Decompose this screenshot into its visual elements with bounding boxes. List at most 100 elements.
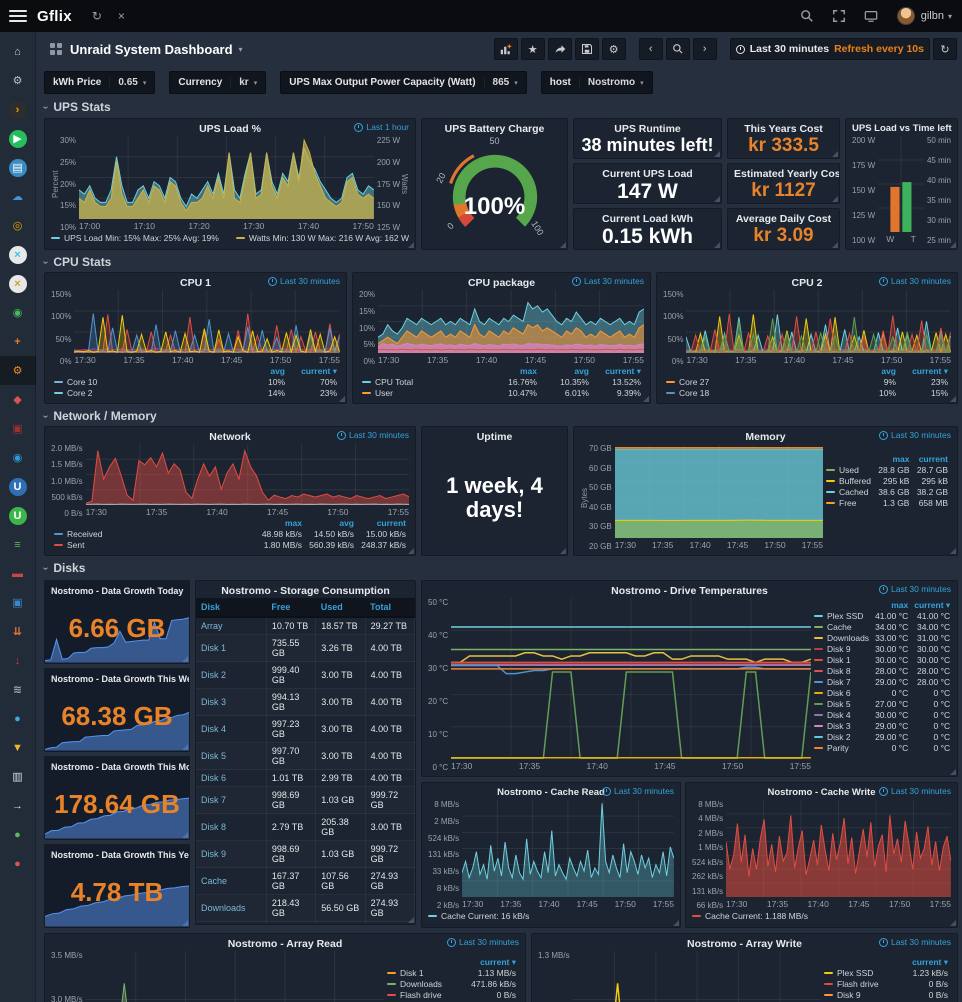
legend-column-header[interactable]: avg xyxy=(270,366,285,376)
app-icon-bars[interactable]: ▬ xyxy=(0,559,36,588)
legend-column-header[interactable]: current ▾ xyxy=(912,957,948,967)
app-icon-layers[interactable]: ≡ xyxy=(0,530,36,559)
legend-item[interactable]: UPS Load Min: 15% Max: 25% Avg: 19% xyxy=(51,232,219,245)
app-icon-blue-media[interactable]: ▤ xyxy=(0,153,36,182)
legend-row[interactable]: Disk 8 28.00 °C 28.00 °C xyxy=(811,666,951,677)
settings-gear-icon[interactable]: ⚙ xyxy=(0,66,36,95)
variable-host-value[interactable]: Nostromo ▾ xyxy=(578,77,652,88)
legend-column-header[interactable]: current ▾ xyxy=(605,366,641,376)
legend-row[interactable]: Sent 1.80 MB/s 560.39 kB/s 248.37 kB/s xyxy=(51,540,409,551)
legend-row[interactable]: Used 28.8 GB 28.7 GB xyxy=(823,465,951,476)
app-icon-green-u[interactable]: U xyxy=(0,501,36,530)
app-icon-deluge[interactable]: ⇊ xyxy=(0,617,36,646)
app-icon-sab[interactable]: ▼ xyxy=(0,733,36,762)
app-icon-droplet[interactable]: ● xyxy=(0,704,36,733)
panel-title[interactable]: Current Load kWh xyxy=(602,213,693,225)
app-icon-red-shield[interactable]: ◆ xyxy=(0,385,36,414)
app-icon-sonarr[interactable]: × xyxy=(0,269,36,298)
legend-row[interactable]: Disk 7 29.00 °C 28.00 °C xyxy=(811,677,951,688)
section-cpu-stats[interactable]: › CPU Stats xyxy=(40,255,112,269)
legend-column-header[interactable]: max xyxy=(519,366,537,376)
zoom-out-button[interactable] xyxy=(665,38,690,60)
panel-title[interactable]: UPS Load % xyxy=(199,123,261,135)
home-icon[interactable]: ⌂ xyxy=(0,37,36,66)
panel-time-range[interactable]: Last 30 minutes xyxy=(446,937,519,947)
add-panel-button[interactable] xyxy=(493,38,518,60)
cache-read-chart[interactable] xyxy=(462,800,674,897)
panel-time-range[interactable]: Last 30 minutes xyxy=(878,584,951,594)
legend-column-header[interactable]: avg xyxy=(881,366,896,376)
panel-title[interactable]: CPU package xyxy=(467,277,536,289)
legend-row[interactable]: Core 10 10% 70% xyxy=(51,377,340,388)
legend-row[interactable]: Flash drive 0 B/s xyxy=(384,990,519,1001)
legend-row[interactable]: Core 18 10% 15% xyxy=(663,388,951,399)
table-column-header[interactable]: Total xyxy=(365,598,415,618)
legend-column-header[interactable]: current ▾ xyxy=(914,600,951,610)
variable-currency-value[interactable]: kr ▾ xyxy=(230,77,265,88)
app-icon-github[interactable]: ● xyxy=(0,820,36,849)
legend-column-header[interactable]: current ▾ xyxy=(912,366,948,376)
cpu1-chart[interactable] xyxy=(74,290,340,353)
username[interactable]: gilbn xyxy=(920,10,944,22)
panel-title[interactable]: Estimated Yearly Cost xyxy=(734,168,840,180)
legend-row[interactable]: Disk 9 30.00 °C 30.00 °C xyxy=(811,644,951,655)
panel-time-range[interactable]: Last 30 minutes xyxy=(878,276,951,286)
legend-row[interactable]: Parity 0 °C 0 °C xyxy=(811,743,951,754)
panel-title[interactable]: This Years Cost xyxy=(744,123,823,135)
hamburger-menu-icon[interactable] xyxy=(9,10,27,22)
table-column-header[interactable]: Disk xyxy=(196,598,267,618)
refresh-dashboard-button[interactable]: ↻ xyxy=(933,38,957,60)
legend-column-header[interactable]: current xyxy=(918,454,948,464)
app-icon-cloud[interactable]: ☁ xyxy=(0,182,36,211)
share-button[interactable] xyxy=(547,38,572,60)
logout-icon[interactable]: → xyxy=(0,791,36,820)
legend-column-header[interactable]: avg xyxy=(339,518,354,528)
legend-row[interactable]: Cache 34.00 °C 34.00 °C xyxy=(811,622,951,633)
ups-load-chart[interactable] xyxy=(79,136,374,219)
save-button[interactable] xyxy=(574,38,599,60)
dashboard-title[interactable]: Unraid System Dashboard xyxy=(70,41,233,57)
array-write-chart[interactable] xyxy=(573,951,821,1002)
battery-gauge[interactable]: 0 20 50 100 100% xyxy=(432,136,557,249)
star-button[interactable]: ★ xyxy=(520,38,545,60)
app-icon-ubiquiti[interactable]: U xyxy=(0,472,36,501)
panel-title[interactable]: Nostromo - Cache Write xyxy=(767,787,876,798)
panel-title[interactable]: Memory xyxy=(745,431,786,443)
app-icon-plex[interactable]: › xyxy=(0,95,36,124)
user-menu-caret-icon[interactable]: ▾ xyxy=(947,11,952,21)
legend-column-header[interactable]: current ▾ xyxy=(480,957,516,967)
legend-row[interactable]: Cached 38.6 GB 38.2 GB xyxy=(823,487,951,498)
time-range-picker[interactable]: Last 30 minutes Refresh every 10s xyxy=(729,38,930,60)
legend-row[interactable]: Core 2 14% 23% xyxy=(51,388,340,399)
panel-time-range[interactable]: Last 30 minutes xyxy=(601,786,674,796)
panel-time-range[interactable]: Last 30 minutes xyxy=(878,937,951,947)
legend-column-header[interactable]: max xyxy=(891,600,909,610)
legend-row[interactable]: CPU Total 16.76% 10.35% 13.52% xyxy=(359,377,644,388)
app-icon-lazylib[interactable]: ≋ xyxy=(0,675,36,704)
legend-item[interactable]: Cache Current: 16 kB/s xyxy=(428,910,529,923)
panel-title[interactable]: Network xyxy=(209,431,251,443)
dashboard-title-caret-icon[interactable]: ▾ xyxy=(238,44,243,54)
app-icon-tools[interactable]: + xyxy=(0,327,36,356)
cache-write-chart[interactable] xyxy=(726,800,951,897)
variable-kwh-price-value[interactable]: 0.65 ▾ xyxy=(109,77,154,88)
legend-row[interactable]: Plex SSD 41.00 °C 41.00 °C xyxy=(811,611,951,622)
section-disks[interactable]: › Disks xyxy=(40,561,86,575)
app-icon-green-play[interactable]: ▶ xyxy=(0,124,36,153)
panel-title[interactable]: Average Daily Cost xyxy=(735,213,832,225)
legend-row[interactable]: Buffered 295 kB 295 kB xyxy=(823,476,951,487)
network-chart[interactable] xyxy=(85,444,409,505)
panel-title[interactable]: Nostromo - Drive Temperatures xyxy=(611,585,768,597)
panel-title[interactable]: Nostromo - Data Growth This Year xyxy=(51,850,190,860)
search-icon[interactable] xyxy=(800,9,814,23)
drive-temps-chart[interactable] xyxy=(451,598,811,759)
app-icon-dark-red[interactable]: ▣ xyxy=(0,414,36,443)
time-forward-button[interactable]: › xyxy=(692,38,717,60)
panel-title[interactable]: Uptime xyxy=(476,431,513,443)
legend-item[interactable]: Watts Min: 130 W Max: 216 W Avg: 162 W xyxy=(235,232,409,245)
panel-title[interactable]: Current UPS Load xyxy=(602,168,693,180)
settings-gear-button[interactable]: ⚙ xyxy=(601,38,626,60)
panel-title[interactable]: UPS Load vs Time left xyxy=(852,123,952,134)
panel-title[interactable]: CPU 1 xyxy=(180,277,211,289)
app-icon-active-gear[interactable]: ⚙ xyxy=(0,356,36,385)
